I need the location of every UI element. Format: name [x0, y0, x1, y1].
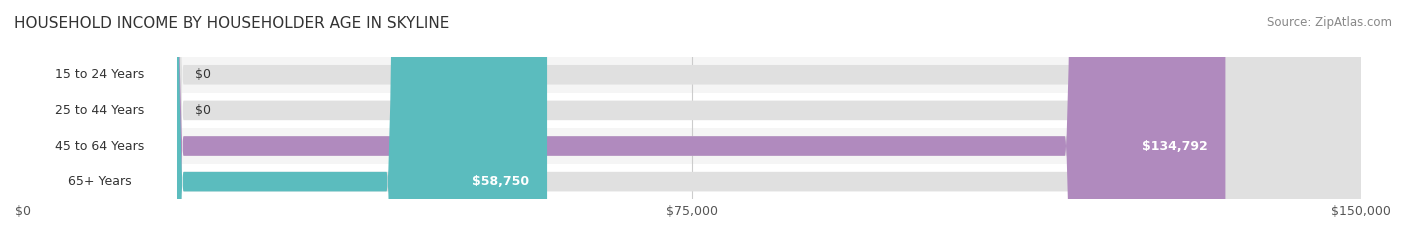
- FancyBboxPatch shape: [22, 0, 177, 233]
- FancyBboxPatch shape: [22, 0, 177, 233]
- Text: 65+ Years: 65+ Years: [67, 175, 132, 188]
- FancyBboxPatch shape: [22, 0, 1361, 233]
- Text: $58,750: $58,750: [472, 175, 529, 188]
- FancyBboxPatch shape: [22, 0, 177, 233]
- FancyBboxPatch shape: [22, 0, 1361, 233]
- FancyBboxPatch shape: [22, 0, 547, 233]
- Bar: [22, 164, 1361, 199]
- Text: 45 to 64 Years: 45 to 64 Years: [55, 140, 145, 153]
- Bar: [22, 93, 1361, 128]
- FancyBboxPatch shape: [22, 0, 177, 233]
- Text: 25 to 44 Years: 25 to 44 Years: [55, 104, 145, 117]
- FancyBboxPatch shape: [22, 0, 1226, 233]
- Text: HOUSEHOLD INCOME BY HOUSEHOLDER AGE IN SKYLINE: HOUSEHOLD INCOME BY HOUSEHOLDER AGE IN S…: [14, 16, 450, 31]
- FancyBboxPatch shape: [22, 0, 1361, 233]
- Text: $134,792: $134,792: [1142, 140, 1208, 153]
- Text: 15 to 24 Years: 15 to 24 Years: [55, 68, 145, 81]
- Text: $0: $0: [194, 68, 211, 81]
- Text: Source: ZipAtlas.com: Source: ZipAtlas.com: [1267, 16, 1392, 29]
- Bar: [22, 128, 1361, 164]
- FancyBboxPatch shape: [22, 0, 1361, 233]
- Bar: [22, 57, 1361, 93]
- Text: $0: $0: [194, 104, 211, 117]
